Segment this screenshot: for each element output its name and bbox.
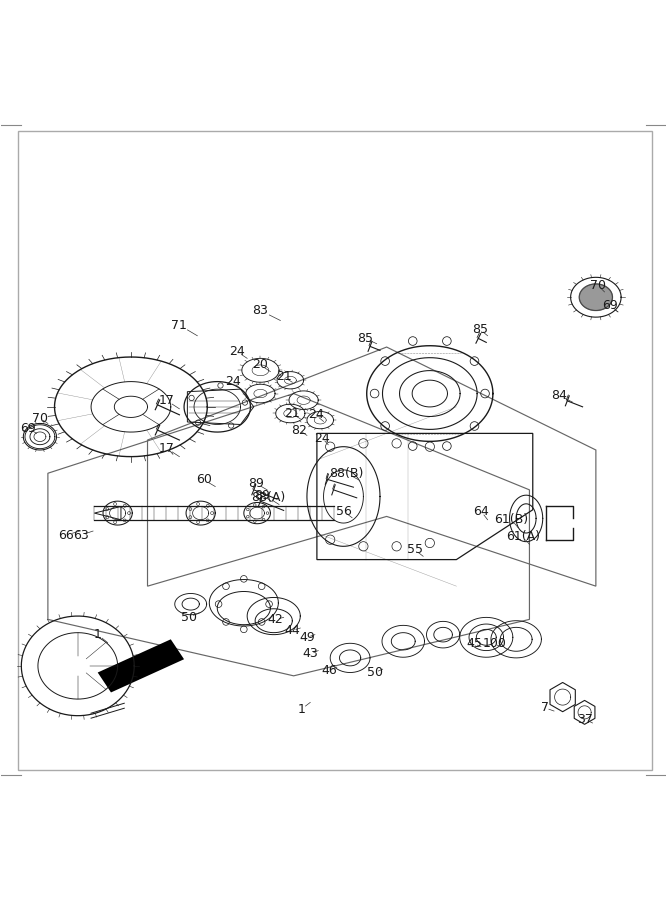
- Text: 7: 7: [541, 701, 549, 715]
- Text: 70: 70: [32, 411, 48, 425]
- Text: 69: 69: [20, 421, 36, 435]
- Text: 50: 50: [181, 611, 197, 624]
- Text: 100: 100: [482, 637, 506, 651]
- Text: 89: 89: [248, 477, 263, 490]
- Text: 88(A): 88(A): [251, 491, 285, 504]
- Text: 63: 63: [73, 528, 89, 542]
- Text: 89: 89: [255, 489, 270, 501]
- Text: 84: 84: [552, 389, 567, 402]
- Text: 42: 42: [268, 613, 283, 626]
- Text: 45: 45: [466, 637, 482, 651]
- Text: 43: 43: [302, 647, 318, 661]
- Text: 61(B): 61(B): [494, 513, 528, 526]
- Text: 1: 1: [297, 703, 305, 716]
- Text: 88(B): 88(B): [329, 467, 364, 480]
- Text: 46: 46: [321, 664, 337, 677]
- Text: 24: 24: [314, 431, 330, 445]
- Text: 82: 82: [291, 424, 307, 436]
- Text: 21: 21: [276, 371, 291, 383]
- Text: 20: 20: [253, 358, 268, 372]
- Text: 44: 44: [284, 625, 300, 637]
- FancyBboxPatch shape: [18, 130, 652, 770]
- Polygon shape: [579, 284, 612, 310]
- Text: 83: 83: [253, 304, 268, 317]
- Text: 24: 24: [225, 375, 240, 388]
- Text: 61(A): 61(A): [506, 530, 540, 543]
- Text: 56: 56: [336, 505, 352, 518]
- Polygon shape: [97, 639, 184, 692]
- Text: 60: 60: [196, 473, 212, 486]
- Text: 55: 55: [406, 543, 422, 556]
- Text: 85: 85: [358, 332, 374, 345]
- Text: 24: 24: [229, 346, 245, 358]
- Text: 24: 24: [307, 409, 323, 421]
- Text: 85: 85: [472, 322, 488, 336]
- Text: 69: 69: [602, 299, 618, 311]
- Text: 64: 64: [473, 505, 489, 518]
- Text: 71: 71: [171, 319, 187, 331]
- Text: 17: 17: [158, 393, 174, 407]
- Text: 70: 70: [590, 279, 606, 292]
- Text: 37: 37: [577, 713, 592, 725]
- Text: 17: 17: [158, 442, 174, 454]
- Text: 66: 66: [59, 528, 74, 542]
- Text: 49: 49: [299, 631, 315, 644]
- Text: 21: 21: [283, 407, 299, 420]
- Text: 1: 1: [94, 628, 101, 641]
- Text: 50: 50: [367, 666, 383, 679]
